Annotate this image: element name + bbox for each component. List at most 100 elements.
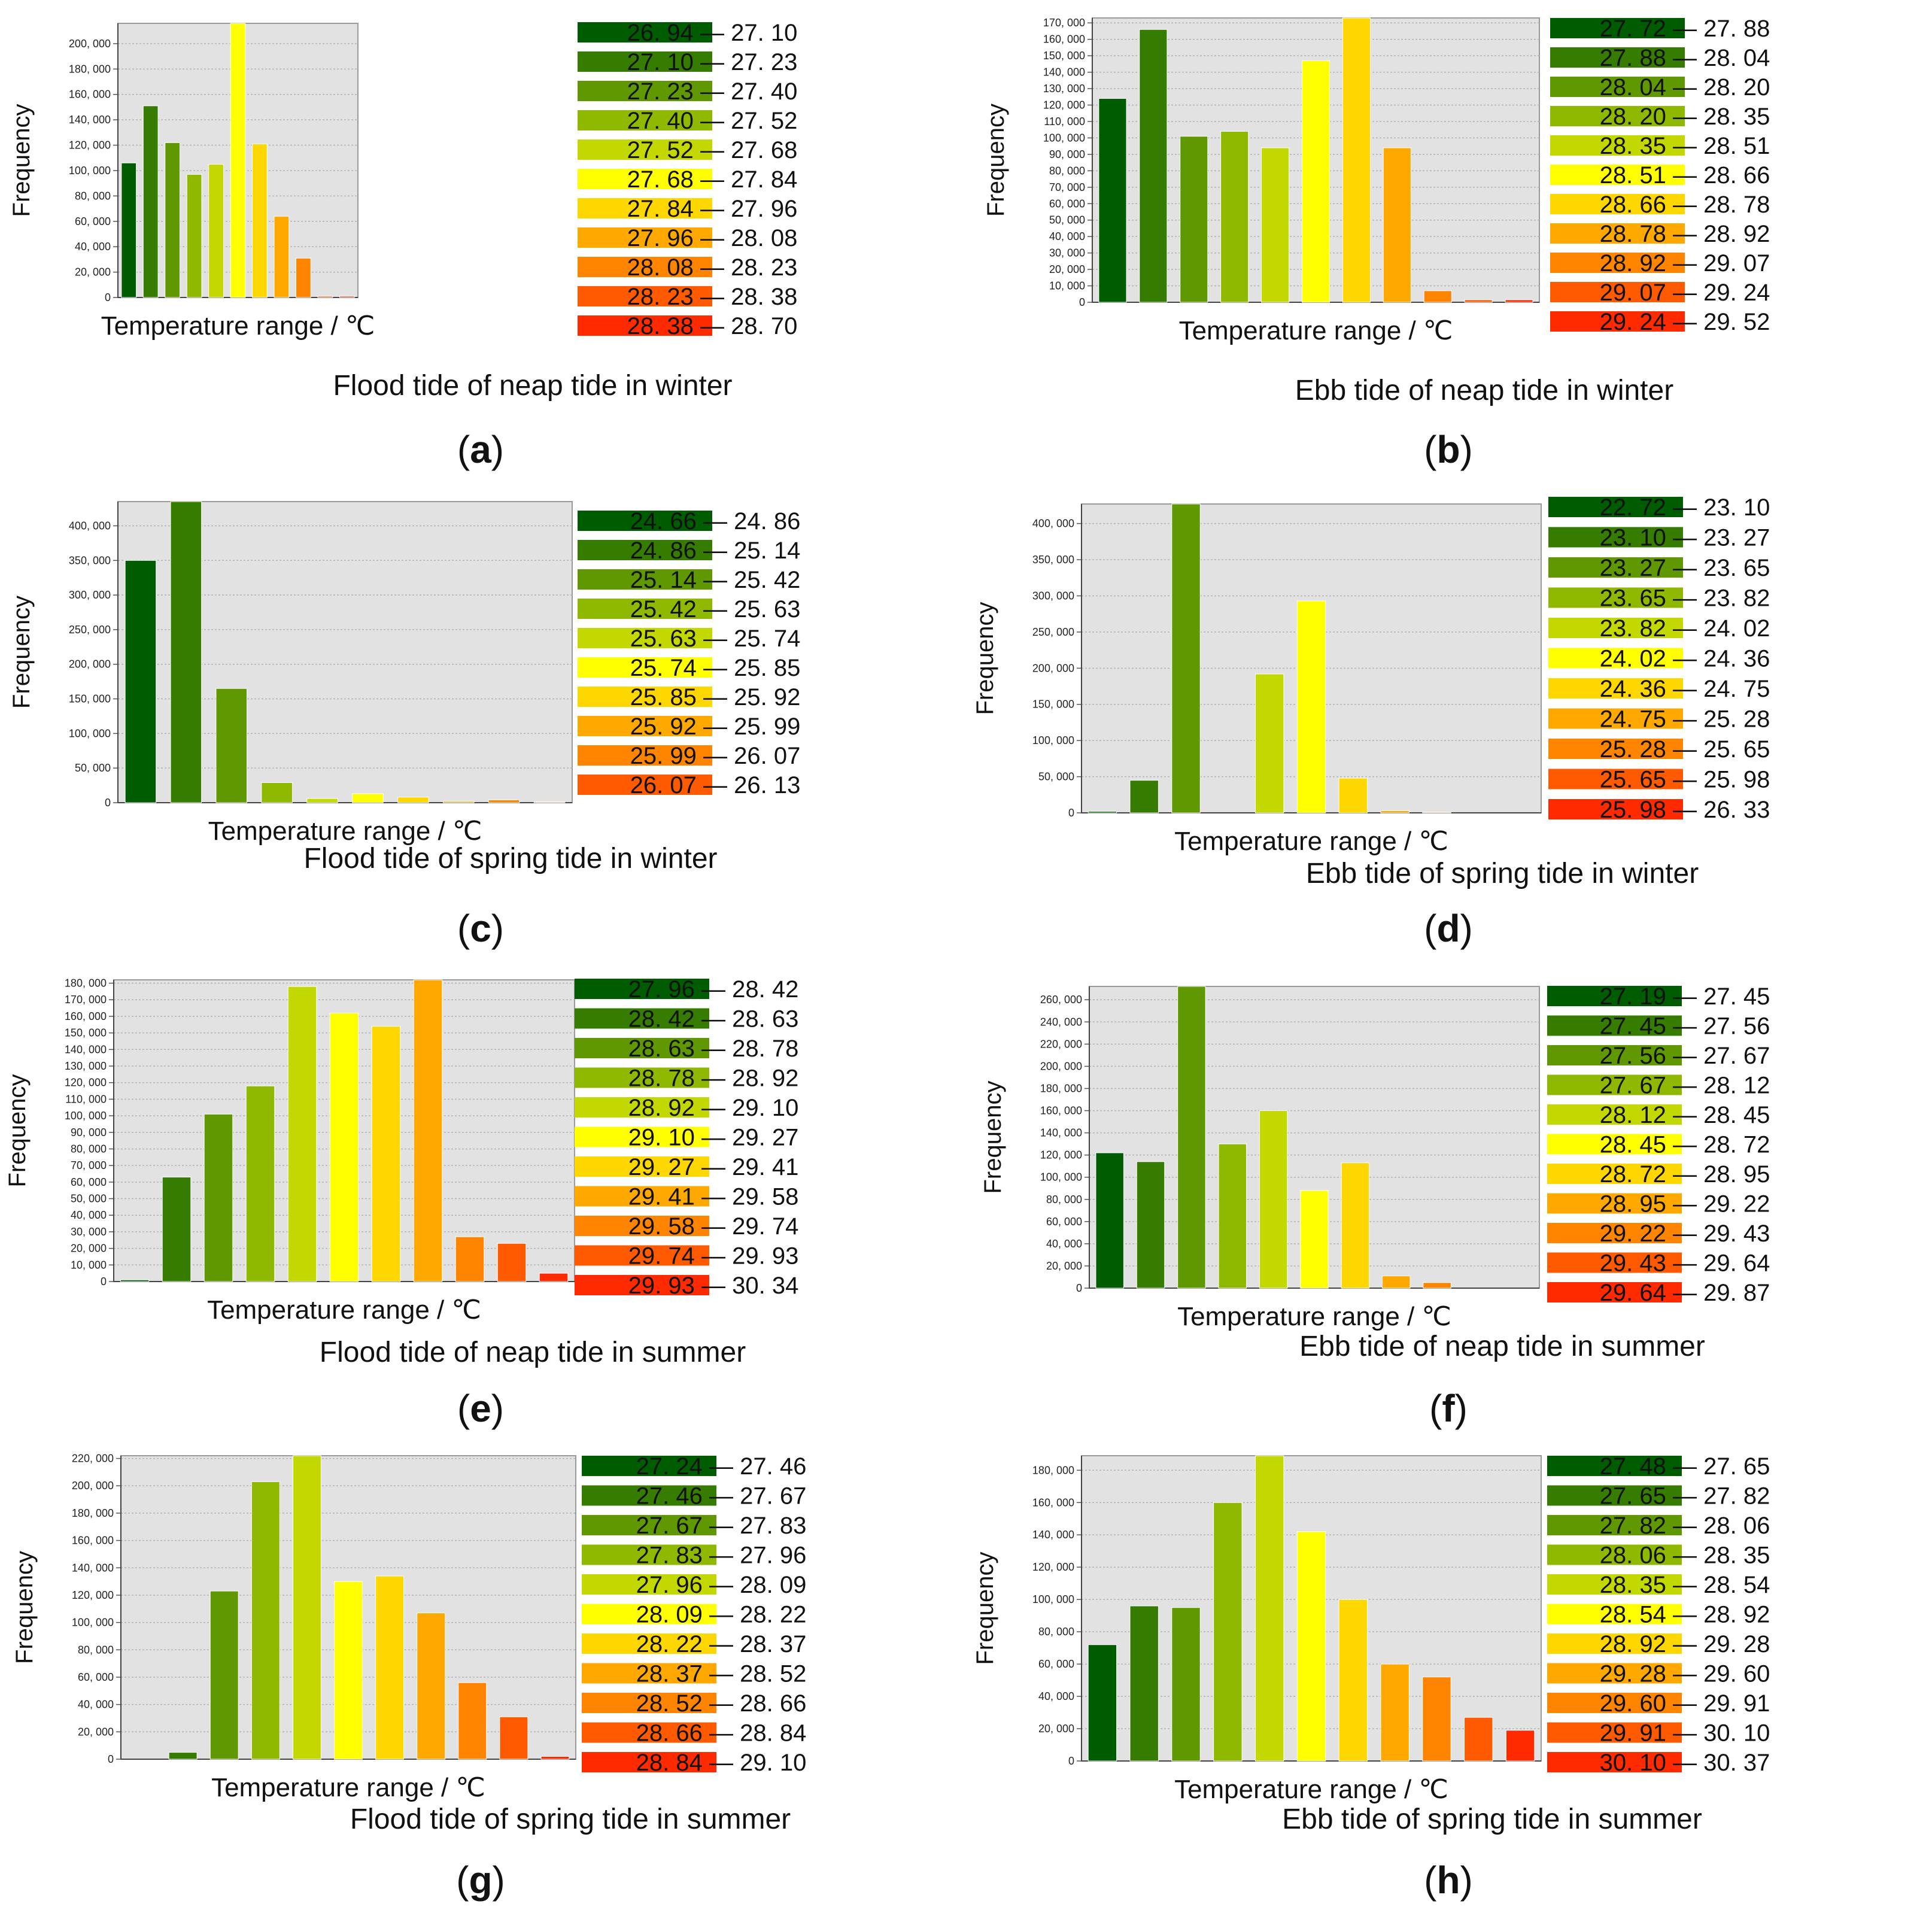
bar: [1177, 986, 1206, 1289]
bar: [458, 1682, 487, 1760]
y-tick-label: 120, 000: [72, 1589, 114, 1601]
y-tick-label: 90, 000: [71, 1127, 107, 1138]
legend-label: 28. 35 — 28. 54: [1600, 1572, 1770, 1598]
legend-label: 29. 28 — 29. 60: [1600, 1661, 1770, 1687]
legend-label: 29. 64 — 29. 87: [1600, 1280, 1770, 1306]
legend-swatch: [1547, 1045, 1682, 1065]
legend-label: 27. 68 — 27. 84: [627, 166, 798, 193]
legend-label: 29. 27 — 29. 41: [628, 1154, 799, 1180]
legend-label: 28. 09 — 28. 22: [636, 1602, 807, 1628]
legend-label: 27. 67 — 28. 12: [1600, 1073, 1770, 1099]
legend-swatch: [1550, 18, 1685, 38]
y-tick-label: 160, 000: [1043, 34, 1085, 45]
bar: [417, 1613, 446, 1760]
legend-label: 28. 92 — 29. 28: [1600, 1631, 1770, 1657]
bar: [1095, 1152, 1124, 1289]
y-tick-label: 20, 000: [75, 266, 111, 278]
legend-swatch: [582, 1663, 716, 1684]
x-axis-title: Temperature range / ℃: [208, 816, 482, 846]
legend-swatch: [1547, 1134, 1682, 1155]
y-tick-label: 170, 000: [1043, 17, 1085, 29]
y-tick-label: 40, 000: [71, 1209, 107, 1221]
legend-swatch: [582, 1752, 716, 1772]
y-tick-label: 350, 000: [69, 554, 111, 566]
y-tick-label: 80, 000: [1046, 1194, 1082, 1206]
bar: [168, 1752, 198, 1760]
legend-label: 27. 83 — 27. 96: [636, 1543, 807, 1569]
legend-label: 23. 82 — 24. 02: [1600, 615, 1770, 642]
legend-swatch: [582, 1722, 716, 1743]
bar: [1341, 1162, 1370, 1289]
bar: [1213, 1502, 1243, 1762]
y-tick-label: 150, 000: [1032, 699, 1074, 710]
y-tick-label: 260, 000: [1040, 994, 1082, 1006]
legend-label: 28. 22 — 28. 37: [636, 1631, 807, 1657]
bar: [1254, 673, 1284, 813]
legend-swatch: [1547, 1633, 1682, 1654]
legend-swatch: [582, 1456, 716, 1476]
legend-label: 29. 91 — 30. 10: [1600, 1720, 1770, 1747]
panel-label: (c): [457, 907, 504, 950]
bar: [329, 1012, 359, 1282]
legend-swatch: [578, 628, 712, 648]
panel-d: 0 50, 000 100, 000 150, 000 200, 000 250, 000…: [972, 494, 1770, 950]
y-tick-label: 180, 000: [69, 63, 111, 75]
legend-swatch: [575, 1038, 709, 1058]
legend-label: 27. 96 — 28. 09: [636, 1572, 807, 1598]
y-tick-label: 200, 000: [1032, 662, 1074, 674]
legend-label: 29. 10 — 29. 27: [628, 1125, 799, 1151]
y-axis-title: Frequency: [983, 104, 1009, 217]
bar: [295, 257, 311, 298]
legend-label: 25. 74 — 25. 85: [630, 655, 801, 681]
y-tick-label: 40, 000: [78, 1699, 114, 1711]
y-tick-label: 20, 000: [1046, 1260, 1082, 1272]
legend-label: 29. 58 — 29. 74: [628, 1213, 799, 1240]
legend-label: 28. 12 — 28. 45: [1600, 1102, 1770, 1128]
legend-label: 28. 92 — 29. 10: [628, 1095, 799, 1121]
legend-swatch: [1547, 1015, 1682, 1036]
bar: [1296, 1531, 1326, 1762]
legend-swatch: [578, 540, 712, 560]
y-axis-title: Frequency: [972, 602, 998, 715]
legend-swatch: [1548, 678, 1683, 699]
legend-swatch: [578, 687, 712, 707]
y-tick-label: 120, 000: [1043, 99, 1085, 111]
y-tick-label: 40, 000: [1038, 1690, 1074, 1702]
legend-swatch: [1547, 1193, 1682, 1214]
y-tick-label: 100, 000: [65, 1110, 107, 1122]
legend-swatch: [1548, 648, 1683, 669]
y-tick-label: 10, 000: [1049, 280, 1085, 292]
legend-label: 25. 65 — 25. 98: [1600, 767, 1770, 793]
bar: [1139, 29, 1168, 303]
y-tick-label: 220, 000: [1040, 1038, 1082, 1050]
legend-label: 28. 42 — 28. 63: [628, 1006, 799, 1033]
x-axis-title: Temperature range / ℃: [1177, 1302, 1451, 1331]
legend-label: 27. 56 — 27. 67: [1600, 1043, 1770, 1069]
bar: [413, 979, 443, 1282]
panel-label: (h): [1424, 1859, 1473, 1902]
bar: [1301, 60, 1330, 303]
legend-swatch: [578, 657, 712, 678]
legend-label: 30. 10 — 30. 37: [1600, 1750, 1770, 1776]
y-tick-label: 120, 000: [65, 1077, 107, 1089]
legend-swatch: [582, 1693, 716, 1713]
x-axis-title: Temperature range / ℃: [207, 1295, 481, 1325]
legend-swatch: [1548, 497, 1683, 517]
x-axis-title: Temperature range / ℃: [1174, 827, 1448, 856]
bar: [442, 801, 475, 803]
legend-swatch: [578, 569, 712, 590]
legend-label: 24. 02 — 24. 36: [1600, 646, 1770, 672]
legend-swatch: [578, 257, 712, 277]
legend-label: 25. 98 — 26. 33: [1600, 797, 1770, 823]
y-tick-label: 0: [105, 292, 111, 303]
legend-label: 27. 65 — 27. 82: [1600, 1483, 1770, 1510]
y-tick-label: 100, 000: [1032, 1593, 1074, 1605]
y-tick-label: 40, 000: [1046, 1238, 1082, 1250]
y-tick-label: 120, 000: [1040, 1149, 1082, 1161]
legend-label: 23. 10 — 23. 27: [1600, 525, 1770, 551]
panel-c: 0 50, 000 100, 000 150, 000 200, 000 250, 000…: [8, 501, 801, 950]
bar: [339, 296, 355, 298]
y-tick-label: 160, 000: [1040, 1105, 1082, 1117]
y-tick-label: 30, 000: [71, 1226, 107, 1238]
y-tick-label: 0: [108, 1753, 114, 1765]
